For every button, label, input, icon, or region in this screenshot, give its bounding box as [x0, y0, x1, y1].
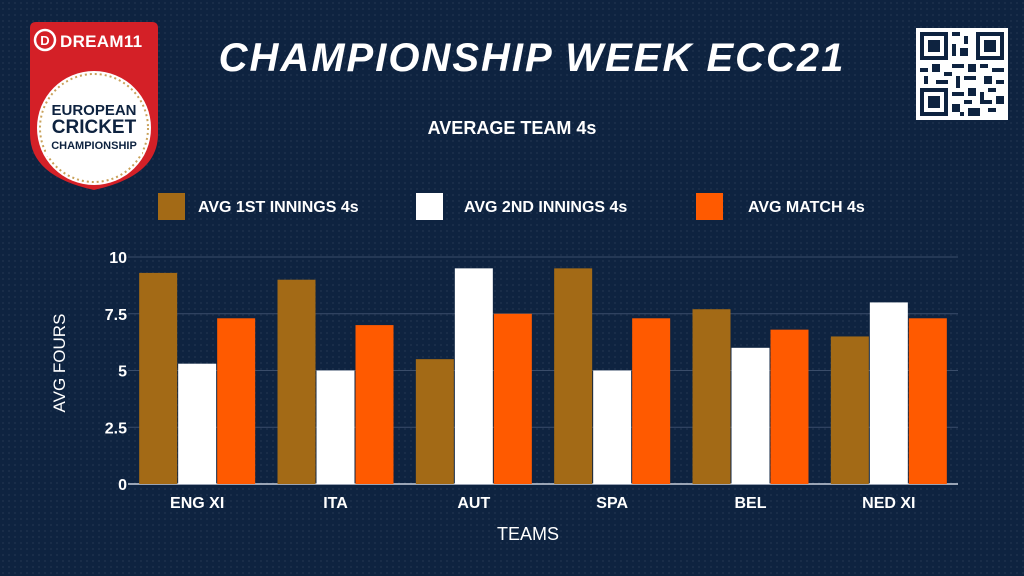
- x-tick-label: BEL: [735, 495, 767, 512]
- bar-ned-xi-series-1: [830, 336, 869, 484]
- bar-bel-series-3: [770, 329, 809, 484]
- logo-text-championship: CHAMPIONSHIP: [51, 140, 137, 152]
- legend-label-first-innings: AVG 1ST INNINGS 4s: [198, 199, 359, 216]
- bar-eng-xi-series-1: [139, 272, 178, 484]
- logo-text-european: EUROPEAN: [51, 102, 137, 119]
- bar-aut-series-1: [415, 359, 454, 484]
- legend-swatch-match: [696, 193, 723, 220]
- page-title: CHAMPIONSHIP WEEK ECC21: [218, 36, 846, 80]
- bar-ita-series-1: [277, 279, 316, 484]
- y-tick-label: 2.5: [105, 420, 127, 437]
- y-tick-label: 7.5: [105, 307, 127, 324]
- bar-spa-series-1: [554, 268, 593, 484]
- dream11-ecc-logo: D DREAM11 EUROPEAN CRICKET CHAMPIONSHIP: [26, 22, 162, 192]
- qr-code-icon: [916, 28, 1008, 120]
- y-tick-label: 0: [118, 477, 127, 494]
- legend-label-second-innings: AVG 2ND INNINGS 4s: [464, 199, 628, 216]
- x-tick-label: ENG XI: [170, 495, 224, 512]
- bar-ita-series-3: [355, 325, 394, 484]
- logo-text-cricket: CRICKET: [51, 117, 137, 138]
- bar-aut-series-2: [454, 268, 493, 484]
- bar-eng-xi-series-2: [178, 363, 217, 484]
- bar-bel-series-1: [692, 309, 731, 484]
- y-axis-title: AVG FOURS: [50, 313, 69, 413]
- chart-title: AVERAGE TEAM 4s: [427, 118, 597, 138]
- logo-brand-text: DREAM11: [60, 32, 143, 51]
- legend-label-match: AVG MATCH 4s: [748, 199, 865, 216]
- logo-badge-icon: D: [30, 22, 158, 190]
- bar-aut-series-3: [493, 313, 532, 484]
- x-tick-label: SPA: [596, 495, 628, 512]
- svg-text:D: D: [40, 33, 49, 48]
- x-tick-label: NED XI: [862, 495, 915, 512]
- bar-spa-series-2: [593, 370, 632, 484]
- bar-ned-xi-series-3: [908, 318, 947, 484]
- x-axis-title: TEAMS: [496, 524, 559, 544]
- bar-ita-series-2: [316, 370, 355, 484]
- bar-bel-series-2: [731, 347, 770, 484]
- x-tick-label: ITA: [323, 495, 348, 512]
- y-tick-label: 10: [109, 250, 127, 267]
- legend-swatch-second-innings: [416, 193, 443, 220]
- legend-swatch-first-innings: [158, 193, 185, 220]
- x-tick-label: AUT: [457, 495, 490, 512]
- bar-eng-xi-series-3: [217, 318, 256, 484]
- bar-spa-series-3: [632, 318, 671, 484]
- y-tick-label: 5: [118, 364, 127, 381]
- bar-ned-xi-series-2: [869, 302, 908, 484]
